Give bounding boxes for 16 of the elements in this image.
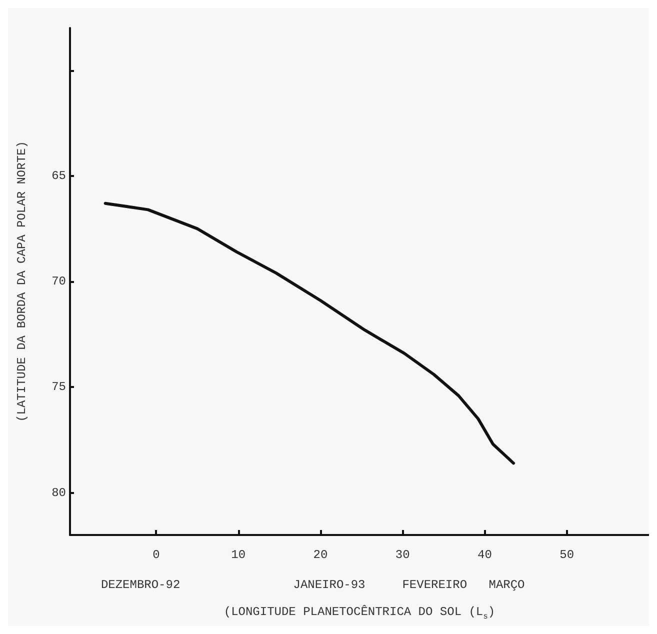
x-tick-label: 10 bbox=[231, 548, 246, 562]
x-tick-label: 20 bbox=[313, 548, 328, 562]
x-tick-label: 0 bbox=[152, 548, 160, 562]
text: DEZEMBRO-92 bbox=[100, 578, 180, 592]
x-tick-label: 50 bbox=[560, 548, 574, 562]
x-tick-label: 40 bbox=[478, 548, 492, 562]
text: FEVEREIRO bbox=[402, 578, 468, 592]
text: MARÇO bbox=[488, 578, 525, 592]
text: JANEIRO-93 bbox=[293, 578, 366, 592]
y-tick-label: 65 bbox=[52, 168, 66, 183]
line-series bbox=[104, 202, 515, 465]
y-tick-label: 70 bbox=[52, 274, 66, 288]
y-tick-label: 80 bbox=[52, 486, 66, 500]
x-tick-label: 30 bbox=[395, 548, 410, 562]
y-axis-title: (LATITUDE DA BORDA DA CAPA POLAR NORTE) bbox=[15, 141, 29, 422]
y-tick-label: 75 bbox=[52, 380, 66, 394]
